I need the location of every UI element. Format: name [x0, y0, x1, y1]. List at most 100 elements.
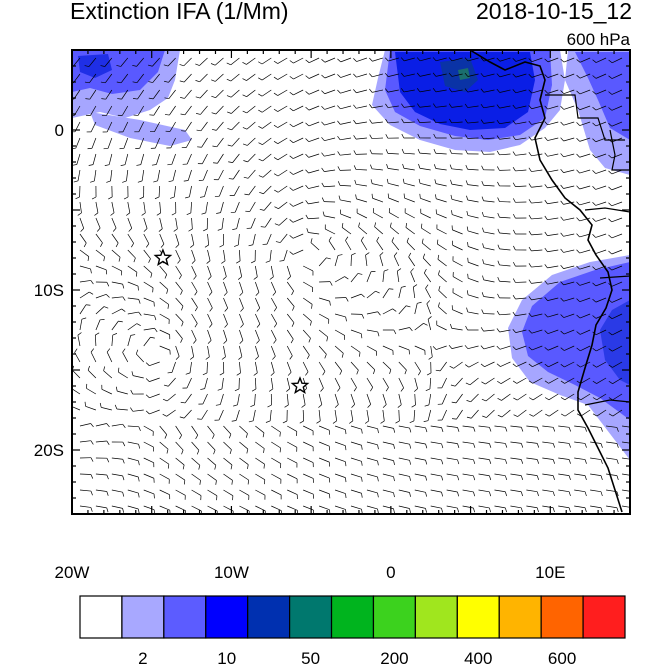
wind-barb-feather	[481, 309, 484, 314]
wind-barb-feather	[353, 119, 357, 124]
wind-barb-feather	[528, 105, 532, 109]
wind-barb	[278, 217, 288, 226]
wind-barb-feather	[206, 260, 211, 264]
wind-barb-feather	[466, 195, 469, 201]
wind-barb-feather	[251, 388, 257, 392]
wind-barb	[94, 169, 97, 181]
wind-barb-feather	[544, 347, 549, 351]
wind-barb	[611, 153, 623, 159]
wind-barb-feather	[413, 388, 418, 392]
wind-barb-feather	[438, 270, 440, 275]
wind-barb-feather	[369, 88, 373, 93]
wind-barb	[579, 265, 591, 270]
wind-barb	[318, 393, 323, 405]
wind-barb	[595, 329, 607, 335]
wind-barb-feather	[358, 222, 360, 227]
wind-barb	[436, 198, 447, 203]
wind-barb	[419, 152, 431, 155]
wind-barb-feather	[289, 235, 294, 239]
wind-barb	[350, 293, 362, 299]
wind-barb-feather	[435, 194, 437, 199]
wind-barb	[334, 329, 345, 336]
wind-barb-feather	[482, 259, 485, 264]
wind-barb	[350, 489, 362, 494]
wind-barb	[302, 313, 312, 322]
wind-barb	[421, 227, 431, 235]
wind-barb-feather	[528, 120, 532, 125]
wind-barb-feather	[164, 274, 168, 279]
wind-barb-feather	[242, 62, 247, 65]
wind-barb	[204, 377, 208, 389]
wind-barb	[191, 297, 198, 308]
wind-barb-feather	[232, 228, 237, 230]
wind-barb	[215, 73, 224, 82]
wind-barb-feather	[425, 427, 428, 433]
wind-barb-feather	[227, 111, 232, 114]
wind-barb	[547, 249, 559, 253]
wind-barb-feather	[361, 493, 363, 498]
wind-barb	[452, 214, 463, 219]
colorbar-swatch	[247, 595, 291, 639]
wind-barb-feather	[528, 58, 533, 62]
wind-barb-feather	[337, 58, 341, 63]
wind-barb-feather	[191, 260, 196, 264]
wind-barb	[308, 73, 320, 79]
wind-barb-feather	[608, 315, 613, 319]
wind-barb	[111, 281, 123, 285]
field-patch-ne-medium	[575, 52, 630, 140]
wind-barb-feather	[289, 251, 294, 255]
wind-barb	[563, 169, 575, 173]
wind-barb-feather	[464, 103, 468, 108]
wind-barb	[127, 201, 131, 213]
wind-barb	[419, 105, 431, 108]
wind-barb-feather	[181, 130, 186, 132]
wind-barb-feather	[178, 275, 182, 280]
wind-barb-feather	[135, 349, 139, 355]
wind-barb	[308, 201, 320, 205]
wind-barb	[270, 281, 277, 293]
wind-barb	[371, 121, 383, 124]
wind-barb	[563, 185, 575, 189]
wind-barb-feather	[409, 460, 412, 465]
wind-barb	[223, 329, 228, 341]
wind-barb-feather	[337, 181, 341, 186]
wind-barb	[277, 153, 288, 161]
wind-barb-feather	[284, 404, 289, 408]
wind-barb-feather	[409, 444, 412, 449]
wind-barb	[398, 441, 410, 445]
wind-barb-feather	[560, 216, 564, 221]
wind-barb-feather	[382, 404, 387, 408]
star-marker-1	[153, 248, 173, 267]
wind-barb-feather	[497, 277, 500, 282]
wind-barb-feather	[72, 98, 74, 100]
colorbar-swatch	[205, 595, 249, 639]
wind-barb-feather	[345, 445, 347, 451]
wind-barb	[270, 313, 278, 324]
wind-barb-feather	[145, 410, 150, 415]
wind-barb	[612, 361, 623, 368]
wind-barb-feather	[273, 323, 278, 328]
wind-barb-feather	[289, 171, 294, 175]
wind-barb	[356, 198, 368, 203]
wind-barb	[563, 217, 575, 221]
wind-barb	[388, 73, 399, 77]
wind-barb	[404, 57, 415, 62]
wind-barb-feather	[616, 507, 619, 513]
wind-barb	[563, 297, 575, 302]
wind-barb-feather	[592, 397, 597, 401]
wind-barb	[287, 425, 297, 432]
wind-barb	[120, 57, 129, 67]
wind-barb	[451, 198, 463, 203]
wind-barb	[170, 137, 176, 149]
wind-barb	[563, 57, 575, 63]
wind-barb-feather	[544, 363, 549, 368]
wind-barb-feather	[72, 164, 77, 166]
wind-barb-feather	[512, 58, 517, 62]
wind-barb	[92, 153, 97, 165]
wind-barb-feather	[180, 338, 183, 343]
axis-ticks	[71, 49, 631, 515]
wind-barb	[542, 457, 554, 460]
wind-barb	[111, 320, 119, 331]
wind-barb	[159, 425, 167, 435]
wind-barb-feather	[544, 74, 549, 78]
